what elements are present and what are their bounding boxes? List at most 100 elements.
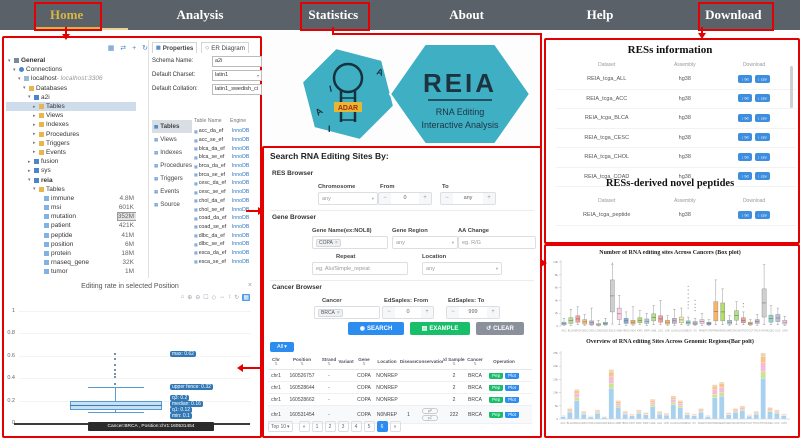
remove-chip-icon[interactable]: × — [334, 239, 338, 246]
modebar-icon[interactable]: ⊕ — [187, 295, 193, 301]
default-collation-select[interactable]: latin1_swedish_ci▾ — [212, 84, 262, 95]
schema-table-row[interactable]: ▦ esca_se_ef InnoDB — [194, 257, 258, 266]
schema-table-row[interactable]: ▦ cesc_se_ef InnoDB — [194, 188, 258, 197]
schema-table-row[interactable]: ▦ coad_se_ef InnoDB — [194, 223, 258, 232]
gene-name-input[interactable]: COPA × — [312, 236, 388, 249]
column-filter-button[interactable]: All ▾ — [270, 342, 294, 352]
tree-item-tumor[interactable]: tumor 1M — [6, 267, 136, 276]
browser-sidebar-tables[interactable]: ▦ Tables — [152, 120, 192, 133]
tree-item-sys[interactable]: ▸ sys — [6, 166, 136, 175]
download-button-txt[interactable]: ↓ txt — [738, 74, 752, 83]
search-button[interactable]: ◉ SEARCH — [348, 322, 404, 335]
browser-sidebar-source[interactable]: ▦ Source — [152, 198, 192, 211]
download-button-csv[interactable]: ↓ csv — [754, 172, 770, 181]
schema-table-row[interactable]: ▦ blca_da_ef InnoDB — [194, 144, 258, 153]
tree-item-databases[interactable]: ▾ Databases — [6, 84, 136, 93]
default-charset-select[interactable]: latin1 ▾ — [212, 70, 262, 81]
tree-item-events[interactable]: ▸ Events — [6, 148, 136, 157]
download-button-csv[interactable]: ↓ csv — [754, 113, 770, 122]
scrollbar[interactable] — [790, 66, 793, 108]
page-button-«[interactable]: « — [298, 421, 310, 432]
column-header-ed-samples[interactable]: Ed Samples⇅ — [443, 354, 465, 369]
toolbar-icon[interactable]: ▦ — [107, 45, 121, 52]
nav-item-about[interactable]: About — [449, 7, 484, 22]
from-stepper[interactable]: −0 + — [378, 192, 432, 205]
plot-button[interactable]: Plot — [505, 411, 519, 418]
location-select[interactable]: any ▾ — [422, 262, 502, 275]
modebar-icon[interactable]: ⌂ — [180, 294, 185, 300]
download-button-txt[interactable]: ↓ txt — [738, 133, 752, 142]
peptide-button[interactable]: Pep — [489, 384, 504, 391]
engine-link[interactable]: InnoDB — [231, 241, 250, 248]
download-button-txt[interactable]: ↓ txt — [738, 152, 752, 161]
sort-icon[interactable]: ⇅ — [362, 361, 366, 366]
tab-er-diagram[interactable]: ◇ ER Diagram — [201, 42, 249, 53]
schema-table-row[interactable]: ▦ brca_da_ef InnoDB — [194, 162, 258, 171]
download-button-txt[interactable]: ↓ txt — [738, 113, 752, 122]
page-button-3[interactable]: 3 — [337, 421, 349, 432]
gene-region-select[interactable]: any ▾ — [392, 236, 458, 249]
tab-properties[interactable]: ▦ Properties — [152, 42, 198, 53]
engine-link[interactable]: InnoDB — [231, 171, 250, 178]
column-header-gene[interactable]: Gene ⇅ — [354, 354, 374, 369]
table-row[interactable]: chr1 160528662- COPA NONREP 2 BRCA Pep Plot — [268, 394, 532, 406]
engine-link[interactable]: InnoDB — [231, 232, 250, 239]
tree-item-immune[interactable]: immune 4.8M — [6, 194, 136, 203]
schema-table-row[interactable]: ▦ chol_se_ef InnoDB — [194, 205, 258, 214]
page-button-4[interactable]: 4 — [350, 421, 362, 432]
decrement-button[interactable]: − — [447, 307, 459, 318]
table-row[interactable]: chr1 160528644- COPA NONREP 2 BRCA Pep Plot — [268, 382, 532, 394]
schema-table-row[interactable]: ▦ blca_se_ef InnoDB — [194, 153, 258, 162]
decrement-button[interactable]: − — [441, 193, 453, 204]
clear-button[interactable]: ↺ CLEAR — [476, 322, 524, 335]
schema-table-row[interactable]: ▦ coad_da_ef InnoDB — [194, 214, 258, 223]
engine-link[interactable]: InnoDB — [231, 258, 250, 265]
download-button-txt[interactable]: ↓ txt — [738, 172, 752, 181]
nav-item-help[interactable]: Help — [586, 7, 614, 22]
nav-item-statistics[interactable]: Statistics — [308, 7, 359, 22]
sort-icon[interactable]: ⇅ — [473, 361, 477, 366]
engine-link[interactable]: InnoDB — [231, 180, 250, 187]
remove-chip-icon[interactable]: × — [336, 309, 340, 316]
schema-name-input[interactable]: a2i — [212, 56, 262, 67]
page-button-»[interactable]: » — [389, 421, 401, 432]
engine-link[interactable]: InnoDB — [231, 154, 250, 161]
repeat-input[interactable]: eg. Alu/Simple_repeat — [312, 262, 408, 275]
increment-button[interactable]: + — [421, 307, 433, 318]
browser-sidebar-indexes[interactable]: ▦ Indexes — [152, 146, 192, 159]
tree-item-position[interactable]: position 6M — [6, 240, 136, 249]
tree-item-tables[interactable]: ▸ Tables — [6, 101, 136, 112]
edsamples-from-stepper[interactable]: −0 + — [382, 306, 434, 319]
tree-item-views[interactable]: ▸ Views — [6, 111, 136, 120]
edsamples-to-stepper[interactable]: −999 + — [446, 306, 500, 319]
tree-item-mutation[interactable]: mutation 352M — [6, 212, 136, 222]
engine-link[interactable]: InnoDB — [231, 249, 250, 256]
increment-button[interactable]: + — [483, 193, 495, 204]
modebar-icon[interactable]: ⊖ — [195, 295, 201, 301]
modebar-icon[interactable]: ◇ — [211, 295, 217, 301]
column-header-strand[interactable]: Strand ⇅ — [320, 354, 338, 369]
download-button-txt[interactable]: ↓ txt — [738, 210, 752, 219]
sort-icon[interactable]: ⇅ — [274, 361, 278, 366]
cancer-input[interactable]: BRCA × — [314, 306, 380, 319]
engine-link[interactable]: InnoDB — [231, 197, 250, 204]
plot-button[interactable]: Plot — [505, 384, 519, 391]
modebar-icon[interactable]: ↕ — [228, 294, 232, 300]
download-button-csv[interactable]: ↓ csv — [754, 74, 770, 83]
peptide-button[interactable]: Pep — [489, 396, 504, 403]
toolbar-icon[interactable]: ↻ — [142, 45, 150, 52]
column-header-chr[interactable]: Chr ⇅ — [268, 354, 284, 369]
engine-link[interactable]: InnoDB — [231, 206, 250, 213]
column-header-cancer[interactable]: Cancer ⇅ — [465, 354, 485, 369]
nav-item-home[interactable]: Home — [50, 7, 84, 22]
column-header-position[interactable]: Position ⇅ — [284, 354, 320, 369]
engine-link[interactable]: InnoDB — [231, 145, 250, 152]
browser-sidebar-procedures[interactable]: ▦ Procedures — [152, 159, 192, 172]
schema-table-row[interactable]: ▦ brca_se_ef InnoDB — [194, 170, 258, 179]
sort-icon[interactable]: ⇅ — [327, 361, 331, 366]
decrement-button[interactable]: − — [383, 307, 395, 318]
table-row[interactable]: chr1 160526757- COPA NONREP 2 BRCA Pep Plot — [268, 370, 532, 382]
download-button-txt[interactable]: ↓ txt — [738, 94, 752, 103]
peptide-button[interactable]: Pep — [489, 372, 504, 379]
browser-sidebar-views[interactable]: ▦ Views — [152, 133, 192, 146]
